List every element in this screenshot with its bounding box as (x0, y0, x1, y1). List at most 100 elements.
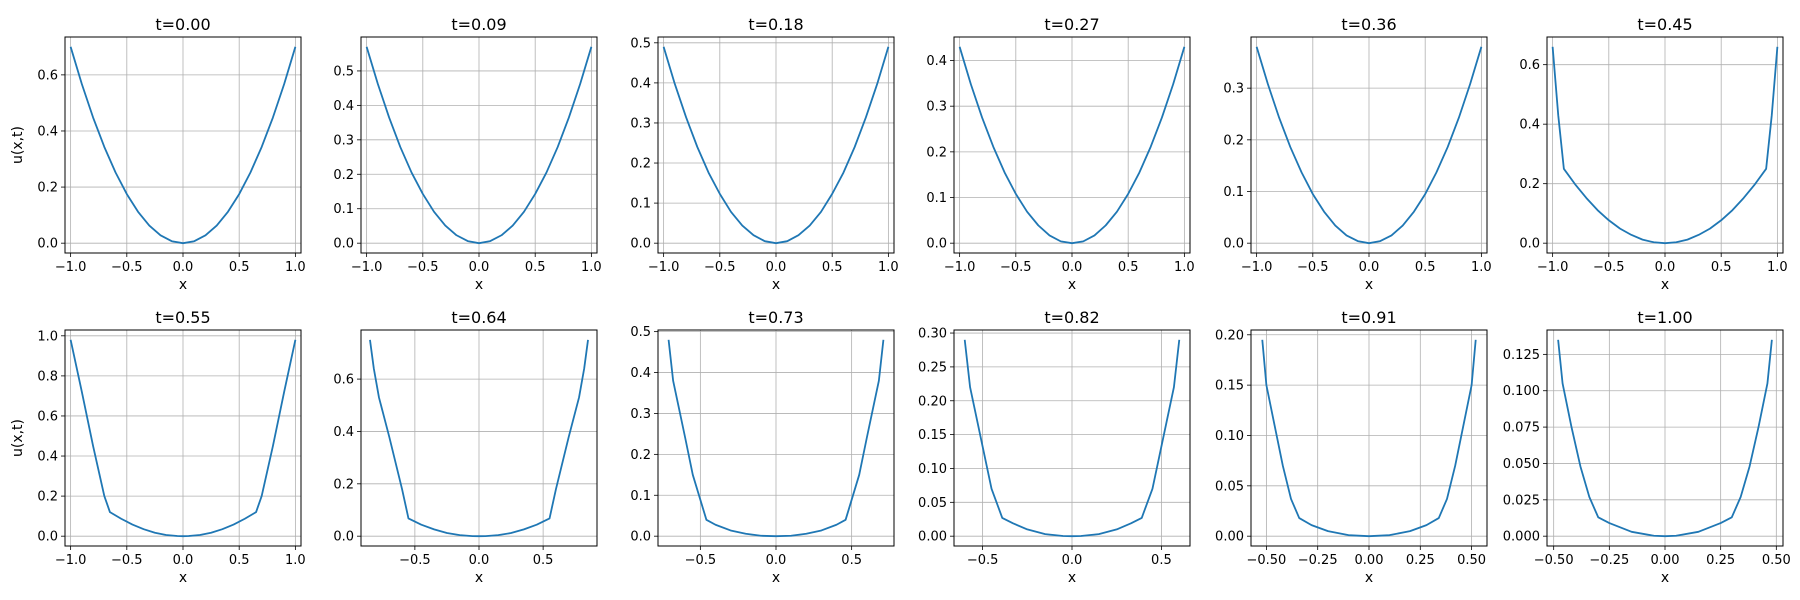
y-tick-label: 0.20 (918, 394, 947, 409)
x-tick-label: 0.5 (229, 553, 250, 568)
x-tick-label: 1.0 (1767, 260, 1788, 275)
subplot-title: t=0.18 (748, 15, 803, 34)
y-tick-label: 1.0 (37, 329, 58, 344)
y-tick-label: 0.30 (918, 327, 947, 342)
y-tick-label: 0.025 (1503, 493, 1540, 508)
y-tick-label: 0.10 (1215, 429, 1244, 444)
subplot-title: t=0.27 (1044, 15, 1099, 34)
x-axis-label: x (1365, 277, 1373, 293)
x-tick-label: 0.5 (822, 260, 843, 275)
x-tick-label: 0.5 (1415, 260, 1436, 275)
subplot-title: t=0.64 (451, 308, 506, 327)
subplot-title: t=0.36 (1341, 15, 1396, 34)
y-tick-label: 0.050 (1503, 457, 1540, 472)
x-tick-label: −0.5 (407, 260, 439, 275)
y-tick-label: 0.125 (1503, 348, 1540, 363)
x-tick-label: 0.0 (1655, 260, 1676, 275)
x-tick-label: 0.0 (173, 553, 194, 568)
subplot-11: −0.50 −0.25 0.00 0.25 0.50 0.00 0.05 0.10 0.15 0.… (1215, 308, 1488, 586)
x-tick-label: −0.5 (1297, 260, 1329, 275)
y-tick-label: 0.4 (630, 76, 651, 91)
x-tick-label: −0.5 (399, 553, 431, 568)
subplot-5: −1.0 −0.5 0.0 0.5 1.0 0.0 0.1 0.2 0.3 t=0.36 x (1223, 15, 1491, 293)
x-tick-label: 0.5 (1151, 553, 1172, 568)
x-tick-label: 0.5 (229, 260, 250, 275)
x-tick-label: −0.5 (111, 260, 143, 275)
x-tick-label: −0.50 (1246, 553, 1286, 568)
subplot-4: −1.0 −0.5 0.0 0.5 1.0 0.0 0.1 0.2 0.3 0.4 t=0.27 x (926, 15, 1194, 293)
x-tick-label: −1.0 (648, 260, 680, 275)
axes-frame (953, 329, 1191, 547)
axes-frame (657, 329, 895, 547)
subplot-title: t=0.45 (1637, 15, 1692, 34)
y-tick-label: 0.100 (1503, 384, 1540, 399)
y-tick-label: 0.8 (37, 369, 58, 384)
subplot-6: −1.0 −0.5 0.0 0.5 1.0 0.0 0.2 0.4 0.6 t=0.45 x (1519, 15, 1787, 293)
axes-frame (64, 36, 302, 254)
y-tick-label: 0.0 (1519, 237, 1540, 252)
y-tick-label: 0.15 (1215, 379, 1244, 394)
x-tick-label: 0.25 (1406, 553, 1435, 568)
x-tick-label: −0.5 (1593, 260, 1625, 275)
x-tick-label: −0.5 (685, 553, 717, 568)
x-tick-label: 0.00 (1355, 553, 1384, 568)
y-tick-label: 0.00 (1215, 530, 1244, 545)
x-tick-label: −1.0 (1537, 260, 1569, 275)
x-tick-label: −1.0 (351, 260, 383, 275)
y-tick-label: 0.6 (37, 409, 58, 424)
x-tick-label: 0.5 (1711, 260, 1732, 275)
x-axis-label: x (475, 570, 483, 586)
y-tick-label: 0.5 (630, 36, 651, 51)
subplot-1: −1.0 −0.5 0.0 0.5 1.0 0.0 0.2 0.4 0.6 t=0.00 x u(x,… (10, 15, 306, 293)
x-tick-label: −1.0 (55, 260, 87, 275)
y-tick-label: 0.2 (37, 490, 58, 505)
x-tick-label: 1.0 (1471, 260, 1492, 275)
x-tick-label: 1.0 (285, 553, 306, 568)
x-tick-label: 0.5 (533, 553, 554, 568)
x-tick-label: −1.0 (55, 553, 87, 568)
x-tick-label: 0.0 (469, 553, 490, 568)
y-tick-label: 0.2 (1223, 133, 1244, 148)
axes-frame (1250, 329, 1488, 547)
axes-frame (953, 36, 1191, 254)
y-tick-label: 0.075 (1503, 421, 1540, 436)
subplot-3: −1.0 −0.5 0.0 0.5 1.0 0.0 0.1 0.2 0.3 0.4 0.5 t=0.1… (630, 15, 898, 293)
y-tick-label: 0.4 (333, 99, 354, 114)
y-tick-label: 0.4 (1519, 118, 1540, 133)
y-tick-label: 0.05 (1215, 479, 1244, 494)
y-tick-label: 0.3 (1223, 82, 1244, 97)
x-tick-label: 0.0 (766, 260, 787, 275)
y-tick-label: 0.0 (333, 237, 354, 252)
y-tick-label: 0.2 (37, 181, 58, 196)
subplot-title: t=0.09 (451, 15, 506, 34)
x-axis-label: x (1068, 277, 1076, 293)
series-line (69, 46, 297, 245)
series-line (1255, 46, 1483, 245)
y-tick-label: 0.20 (1215, 328, 1244, 343)
x-tick-label: 0.00 (1651, 553, 1680, 568)
axes-frame (1546, 329, 1784, 547)
subplot-title: t=0.55 (155, 308, 210, 327)
y-tick-label: 0.3 (630, 407, 651, 422)
y-tick-label: 0.1 (630, 489, 651, 504)
y-tick-label: 0.6 (333, 373, 354, 388)
x-tick-label: −0.5 (111, 553, 143, 568)
y-tick-label: 0.6 (1519, 58, 1540, 73)
x-tick-label: 0.50 (1762, 553, 1791, 568)
subplot-10: −0.5 0.0 0.5 0.00 0.05 0.10 0.15 0.20 0.25 0.30 t=… (918, 308, 1191, 586)
y-tick-label: 0.4 (37, 124, 58, 139)
y-tick-label: 0.10 (918, 462, 947, 477)
axes-frame (64, 329, 302, 547)
y-tick-label: 0.00 (918, 530, 947, 545)
x-tick-label: 0.5 (841, 553, 862, 568)
x-tick-label: 1.0 (581, 260, 602, 275)
axes-frame (657, 36, 895, 254)
y-tick-label: 0.1 (630, 197, 651, 212)
axes-frame (1546, 36, 1784, 254)
y-tick-label: 0.000 (1503, 530, 1540, 545)
y-tick-label: 0.05 (918, 496, 947, 511)
x-tick-label: −0.5 (704, 260, 736, 275)
x-axis-label: x (1365, 570, 1373, 586)
x-tick-label: 0.0 (1062, 553, 1083, 568)
x-tick-label: 1.0 (878, 260, 899, 275)
